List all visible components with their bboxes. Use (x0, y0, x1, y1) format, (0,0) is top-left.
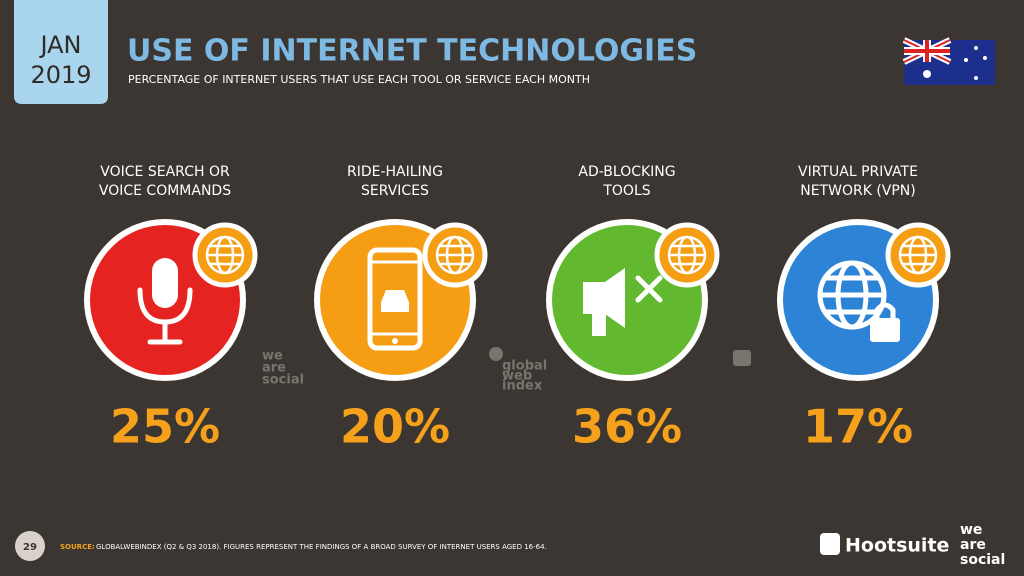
globe-badge (437, 244, 473, 266)
item-label: RIDE-HAILING (347, 164, 443, 180)
item-value: 17% (803, 400, 913, 454)
item-adblock: AD-BLOCKING TOOLS 36% (546, 164, 708, 454)
source-label: SOURCE: (60, 543, 95, 551)
item-label: AD-BLOCKING (578, 164, 675, 180)
globe-badge (900, 244, 936, 266)
item-value: 36% (572, 400, 682, 454)
flag (902, 37, 995, 85)
brand-was: social (960, 552, 1005, 568)
watermark-text: global (502, 359, 547, 374)
page-number-bg (15, 531, 45, 561)
watermark-text: social (262, 373, 304, 388)
title: USE OF INTERNET TECHNOLOGIES (127, 34, 697, 69)
item-voice: VOICE SEARCH OR VOICE COMMANDS 25% (84, 164, 246, 454)
brand-hootsuite: Hootsuite (845, 535, 949, 557)
date-box (14, 0, 108, 104)
page-number: 29 (23, 542, 37, 553)
item-vpn: VIRTUAL PRIVATE NETWORK (VPN) 17% (777, 164, 939, 454)
brand-was: are (960, 537, 986, 553)
globe-badge (207, 244, 243, 266)
date-month: JAN (38, 31, 81, 59)
item-label: VOICE SEARCH OR (100, 164, 230, 180)
item-label: TOOLS (602, 183, 650, 199)
item-label: NETWORK (VPN) (800, 183, 916, 199)
item-label: VIRTUAL PRIVATE (798, 164, 918, 180)
watermark-text: are (262, 361, 286, 376)
subtitle: PERCENTAGE OF INTERNET USERS THAT USE EA… (128, 73, 590, 86)
globe-badges (192, 222, 951, 288)
watermark-text: we (262, 349, 283, 364)
hootsuite-icon (820, 533, 840, 555)
date-year: 2019 (30, 61, 91, 89)
item-label: SERVICES (361, 183, 429, 199)
watermark-we-are-social: we are social (262, 349, 304, 388)
item-value: 25% (110, 400, 220, 454)
item-ride: RIDE-HAILING SERVICES 20% (314, 164, 476, 454)
watermark-text: index (502, 379, 543, 394)
item-label: VOICE COMMANDS (99, 183, 231, 199)
watermark-text: web (502, 369, 532, 384)
watermark-owl (733, 350, 751, 366)
watermark-gwi: global web index (489, 347, 547, 394)
brand-was: we (960, 522, 982, 538)
source-text: GLOBALWEBINDEX (Q2 & Q3 2018). FIGURES R… (96, 543, 547, 551)
globe-badge (669, 244, 705, 266)
item-value: 20% (340, 400, 450, 454)
